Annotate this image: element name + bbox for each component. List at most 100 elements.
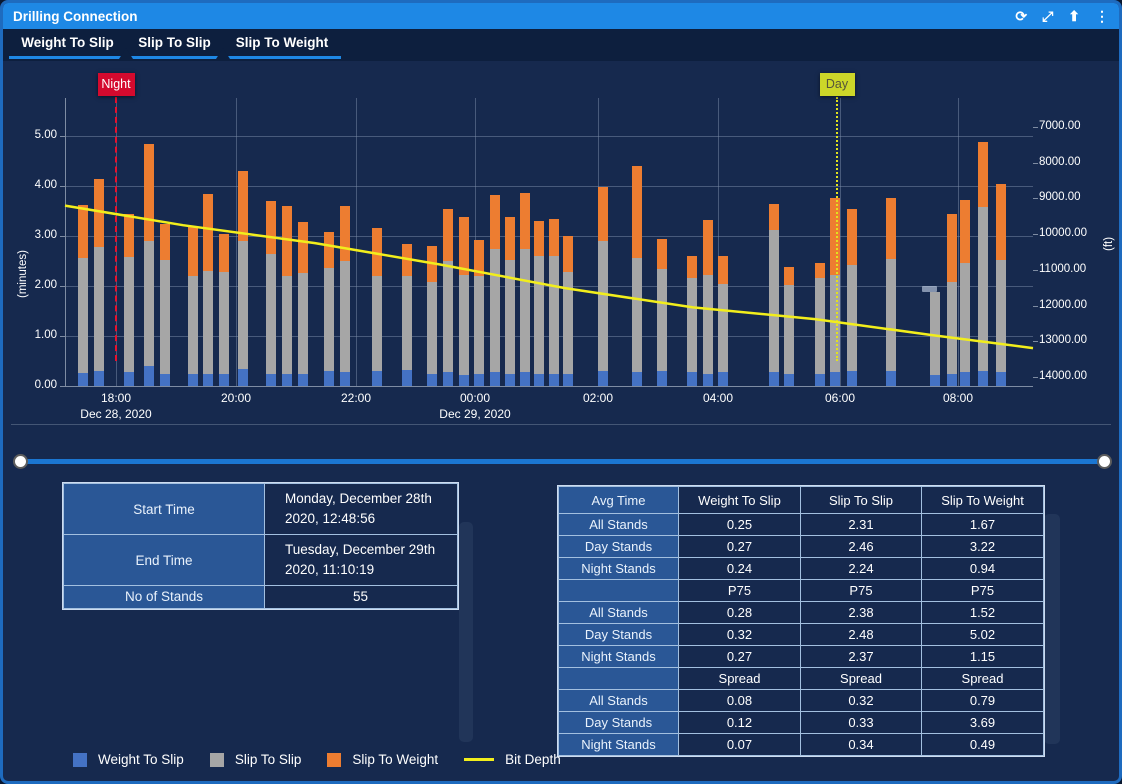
- stats-value: 0.27: [678, 535, 801, 558]
- tick-mark: [60, 336, 65, 337]
- stats-value: 3.22: [921, 535, 1044, 558]
- menu-icon[interactable]: ⋮: [1095, 8, 1109, 24]
- day-label: Day: [819, 73, 855, 96]
- stats-row-label: Night Stands: [558, 645, 679, 668]
- bar-segment: [402, 276, 412, 370]
- upload-icon[interactable]: ⬆: [1068, 8, 1080, 24]
- stats-data-row: Night Stands 0.07 0.34 0.49: [558, 733, 1044, 756]
- bar-segment: [520, 372, 530, 386]
- bar-segment: [520, 249, 530, 372]
- bar-segment: [203, 271, 213, 374]
- x-axis-tick: 20:00: [220, 391, 252, 405]
- legend-item-slip-to-weight: Slip To Weight: [327, 752, 438, 767]
- tab-slip-to-slip[interactable]: Slip To Slip: [138, 35, 211, 50]
- bar-segment: [238, 368, 248, 386]
- stand-bar: [282, 206, 292, 386]
- bar-segment: [282, 206, 292, 276]
- tab-bar: Weight To Slip Slip To Slip Slip To Weight: [3, 29, 1119, 61]
- stand-bar: [188, 226, 198, 386]
- summary-label: Start Time: [63, 483, 265, 535]
- stats-value: 3.69: [921, 711, 1044, 734]
- expand-icon[interactable]: ⤢: [1042, 8, 1054, 24]
- stats-row-label: All Stands: [558, 601, 679, 624]
- bar-segment: [960, 372, 970, 386]
- bar-segment: [324, 232, 334, 268]
- stand-bar: [124, 214, 134, 386]
- stats-column-header: Slip To Slip: [799, 486, 923, 514]
- bar-segment: [427, 282, 437, 374]
- time-range-slider-handle-left[interactable]: [13, 454, 28, 469]
- stats-row-label: Night Stands: [558, 557, 679, 580]
- bar-segment: [298, 222, 308, 273]
- stand-bar: [459, 217, 469, 386]
- stand-bar: [718, 256, 728, 386]
- right-panel-scrollbar[interactable]: [1044, 514, 1060, 744]
- bar-segment: [266, 373, 276, 386]
- tab-slip-to-weight[interactable]: Slip To Weight: [235, 35, 329, 50]
- bar-segment: [718, 372, 728, 386]
- bar-segment: [372, 276, 382, 371]
- left-panel-scrollbar[interactable]: [459, 522, 473, 742]
- gridline-h: [65, 136, 1033, 137]
- stand-bar: [996, 184, 1006, 386]
- bar-segment: [769, 372, 779, 386]
- time-range-slider-track[interactable]: [21, 459, 1107, 464]
- x-axis-date: Dec 28, 2020: [80, 407, 152, 421]
- connection-stats-table: Avg Time Weight To Slip Slip To Slip Slip T…: [557, 485, 1045, 757]
- stats-value: 0.24: [678, 557, 801, 580]
- time-range-slider-handle-right[interactable]: [1097, 454, 1112, 469]
- stats-value: 0.94: [921, 557, 1044, 580]
- square-swatch: [209, 752, 224, 767]
- bar-segment: [549, 219, 559, 256]
- night-marker-line: [115, 97, 117, 361]
- bar-segment: [718, 284, 728, 372]
- stats-value: 0.12: [678, 711, 801, 734]
- stand-bar: [427, 246, 437, 386]
- stats-value: 2.31: [799, 513, 923, 536]
- bar-segment: [598, 187, 608, 241]
- bar-segment: [188, 226, 198, 276]
- stats-section-row: P75 P75 P75: [558, 579, 1044, 602]
- line-swatch: [464, 758, 495, 761]
- bar-segment: [784, 285, 794, 374]
- tick-mark: [1033, 305, 1038, 307]
- stand-bar: [703, 220, 713, 386]
- tick-mark: [1033, 162, 1038, 164]
- stand-bar: [372, 228, 382, 386]
- stats-data-row: All Stands 0.28 2.38 1.52: [558, 601, 1044, 624]
- summary-value: Monday, December 28th 2020, 12:48:56: [264, 483, 458, 535]
- bar-segment: [930, 292, 940, 375]
- bar-segment: [474, 373, 484, 386]
- stats-value: 0.49: [921, 733, 1044, 756]
- bar-segment: [266, 254, 276, 374]
- night-label: Night: [97, 73, 135, 96]
- stats-value: 0.25: [678, 513, 801, 536]
- bar-segment: [324, 371, 334, 386]
- x-axis-tick: 06:00: [824, 391, 856, 405]
- stats-value: 1.67: [921, 513, 1044, 536]
- y-axis-tick-right: 11000.00: [1039, 262, 1087, 275]
- bar-segment: [960, 263, 970, 372]
- stand-bar: [534, 221, 544, 386]
- y-axis-tick-right: 8000.00: [1039, 155, 1081, 168]
- stand-bar: [474, 240, 484, 386]
- bar-segment: [427, 373, 437, 386]
- y-axis-tick-right: 13000.00: [1039, 334, 1087, 347]
- bar-segment: [815, 278, 825, 374]
- x-axis-date: Dec 29, 2020: [439, 407, 511, 421]
- y-axis-title-ft: (ft): [1103, 236, 1115, 251]
- title-bar: Drilling Connection ⟳ ⤢ ⬆ ⋮: [3, 3, 1119, 29]
- bar-segment: [474, 276, 484, 374]
- tab-weight-to-slip[interactable]: Weight To Slip: [21, 35, 114, 50]
- x-axis-tick: 22:00: [340, 391, 372, 405]
- stand-bar: [847, 209, 857, 386]
- stand-bar: [930, 292, 940, 386]
- x-axis-tick: 04:00: [702, 391, 734, 405]
- stand-bar: [549, 219, 559, 386]
- bar-segment: [490, 372, 500, 386]
- stats-row-label: Day Stands: [558, 623, 679, 646]
- refresh-icon[interactable]: ⟳: [1015, 8, 1028, 24]
- bar-segment: [563, 236, 573, 272]
- tick-mark: [1033, 198, 1038, 200]
